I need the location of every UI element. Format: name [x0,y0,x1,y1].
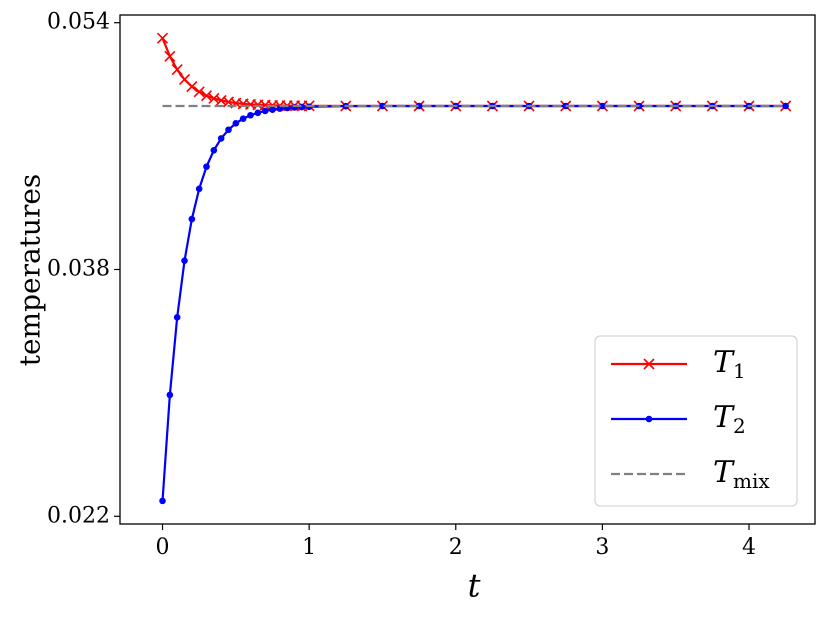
x-tick-label: 4 [742,535,756,560]
x-tick-label: 1 [302,535,316,560]
legend-label: Tmix [713,455,770,493]
marker [232,119,240,127]
legend-label: T2 [713,400,746,438]
marker [217,135,225,142]
marker [186,81,198,93]
marker [269,106,276,114]
marker [599,102,606,110]
marker [164,50,176,62]
x-tick-label: 3 [595,535,609,560]
y-tick-label: 0.022 [47,503,110,528]
marker [188,215,196,223]
marker [379,102,386,110]
line [161,37,786,108]
marker [159,497,166,505]
marker [782,102,789,110]
legend-marker [645,415,653,423]
y-axis-label: temperatures [14,174,47,367]
marker [200,90,213,102]
marker [208,92,220,105]
marker [166,391,174,399]
marker [261,107,269,115]
x-axis-label: t [468,567,481,605]
marker [203,163,210,170]
marker [173,314,181,321]
marker [156,32,169,44]
y-tick-label: 0.038 [47,257,110,282]
x-tick-label: 0 [156,535,170,560]
marker [254,109,262,117]
marker [415,102,423,110]
marker [239,115,247,122]
marker [193,86,205,98]
marker [225,126,232,134]
x-tick-label: 2 [449,535,463,560]
marker [171,64,183,76]
y-tick-label: 0.054 [47,10,110,35]
marker [195,185,203,193]
legend-label: T1 [713,345,746,383]
marker [210,146,218,154]
legend-box [594,335,798,507]
marker [247,111,254,119]
marker [181,257,188,265]
series [156,32,792,112]
plot-frame [119,14,816,525]
legend-marker [643,358,655,370]
